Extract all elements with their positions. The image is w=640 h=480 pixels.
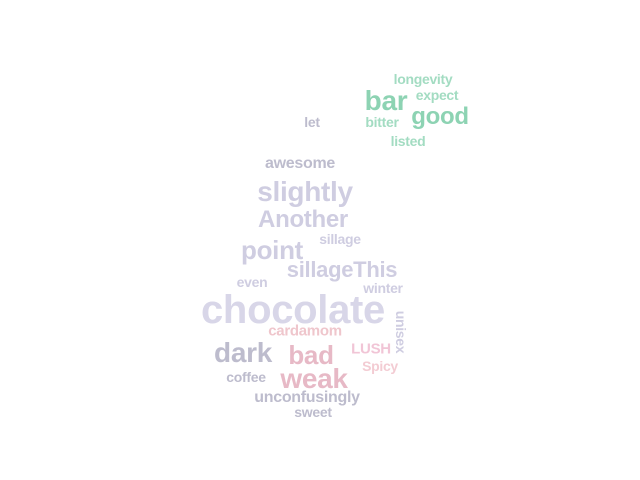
word-cardamom: cardamom: [268, 322, 342, 340]
word-sillage: sillage: [319, 231, 361, 247]
word-sillagethis: sillageThis: [286, 257, 398, 282]
word-bar: bar: [364, 85, 408, 116]
word-bitter: bitter: [365, 114, 399, 130]
word-coffee: coffee: [226, 369, 266, 385]
word-unconfusingly: unconfusingly: [254, 389, 360, 406]
word-slightly: slightly: [257, 176, 353, 207]
word-bad: bad: [288, 340, 334, 370]
word-unisex: unisex: [393, 310, 409, 354]
word-another: Another: [258, 206, 348, 233]
word-awesome: awesome: [265, 155, 335, 172]
word-sweet: sweet: [294, 404, 332, 420]
word-expect: expect: [415, 87, 459, 103]
word-dark: dark: [214, 337, 272, 368]
word-good: good: [411, 103, 469, 130]
word-spicy: Spicy: [362, 358, 398, 374]
word-lush: LUSH: [351, 340, 391, 358]
word-even: even: [236, 274, 268, 290]
word-weak: weak: [280, 363, 348, 394]
word-point: point: [240, 235, 304, 265]
word-let: let: [304, 114, 320, 130]
word-listed: listed: [390, 133, 426, 149]
word-winter: winter: [363, 280, 403, 296]
word-longevity: longevity: [393, 71, 453, 87]
word-chocolate: chocolate: [200, 288, 386, 332]
